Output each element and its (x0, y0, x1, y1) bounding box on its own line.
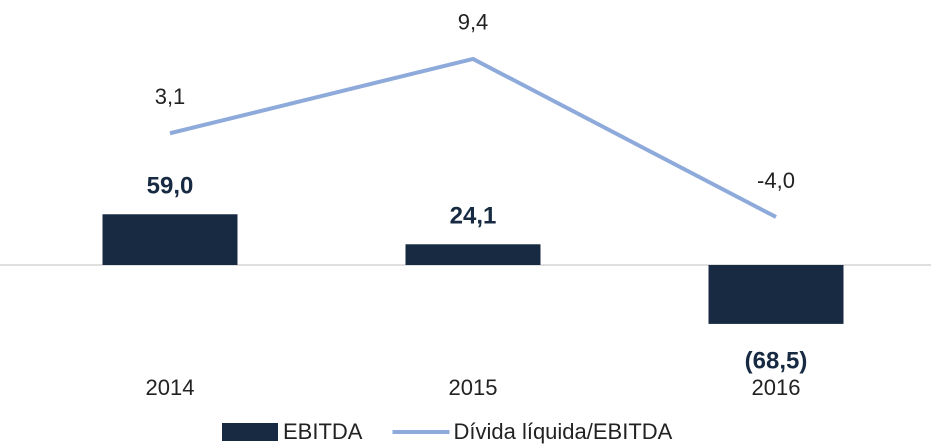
x-tick-label: 2015 (449, 375, 498, 400)
data-label: 9,4 (458, 10, 489, 35)
x-tick-label: 2016 (752, 375, 801, 400)
bar (708, 265, 844, 324)
legend-label: Dívida líquida/EBITDA (453, 419, 672, 444)
line (169, 56, 777, 219)
data-label: (68,5) (745, 347, 808, 374)
bar (102, 214, 238, 265)
data-label: 3,1 (155, 84, 186, 109)
x-tick-label: 2014 (146, 375, 195, 400)
bar (405, 244, 541, 265)
data-label: -4,0 (757, 168, 795, 193)
data-label: 24,1 (450, 203, 497, 230)
data-label: 59,0 (147, 173, 194, 200)
legend-label: EBITDA (283, 419, 363, 444)
legend-swatch (222, 423, 278, 441)
